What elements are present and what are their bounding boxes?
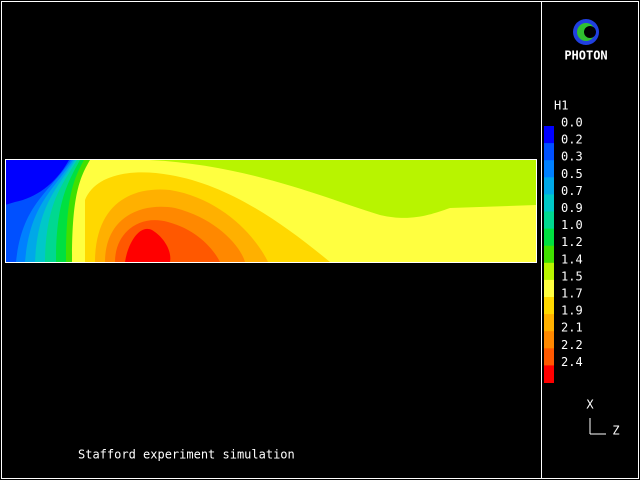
- legend-label: 0.7: [561, 184, 583, 198]
- legend-swatch: [544, 228, 554, 247]
- caption: Stafford experiment simulation: [78, 448, 295, 462]
- legend-swatch: [544, 297, 554, 315]
- logo: PHOTON: [564, 19, 608, 63]
- axis-label: X: [586, 398, 594, 412]
- axis-indicator: X Z: [586, 398, 619, 438]
- legend-label: 1.7: [561, 287, 583, 301]
- legend-swatch: [544, 262, 554, 281]
- legend-label: 1.4: [561, 252, 583, 266]
- legend-label: 2.4: [561, 355, 583, 369]
- contour-plot: [5, 159, 537, 263]
- legend-swatch: [544, 143, 554, 161]
- legend-label: 1.2: [561, 235, 583, 249]
- legend-swatch: [544, 177, 554, 195]
- legend-swatch: [544, 279, 554, 298]
- logo-ring: [584, 26, 596, 38]
- legend-label: 2.1: [561, 321, 583, 335]
- legend-label: 2.2: [561, 338, 583, 352]
- legend-label: 1.0: [561, 218, 583, 232]
- legend-label: 0.2: [561, 133, 583, 147]
- legend-swatch: [544, 211, 554, 230]
- legend-swatch: [544, 126, 554, 144]
- legend-label: 0.0: [561, 116, 583, 130]
- legend-swatch: [544, 194, 554, 212]
- legend-label: 0.5: [561, 167, 583, 181]
- logo-label: PHOTON: [564, 49, 607, 63]
- legend-swatch: [544, 245, 554, 264]
- legend: 0.0 0.2 0.3 0.5 0.7 0.9 1.0 1.2 1.4 1.5 1.7 1.9 2.1 2…: [544, 116, 583, 383]
- legend-label: 0.3: [561, 150, 583, 164]
- legend-label: 0.9: [561, 201, 583, 215]
- legend-swatch: [544, 160, 554, 178]
- legend-title: H1: [554, 99, 568, 113]
- contour-band: [125, 228, 171, 262]
- legend-label: 1.9: [561, 304, 583, 318]
- legend-swatch: [544, 365, 554, 383]
- contour-band: [5, 160, 69, 205]
- legend-label: 1.5: [561, 269, 583, 283]
- legend-swatch: [544, 314, 554, 332]
- legend-swatch: [544, 348, 554, 366]
- axis-label: Z: [612, 424, 619, 438]
- domain-border: [5, 159, 537, 263]
- legend-swatch: [544, 331, 554, 349]
